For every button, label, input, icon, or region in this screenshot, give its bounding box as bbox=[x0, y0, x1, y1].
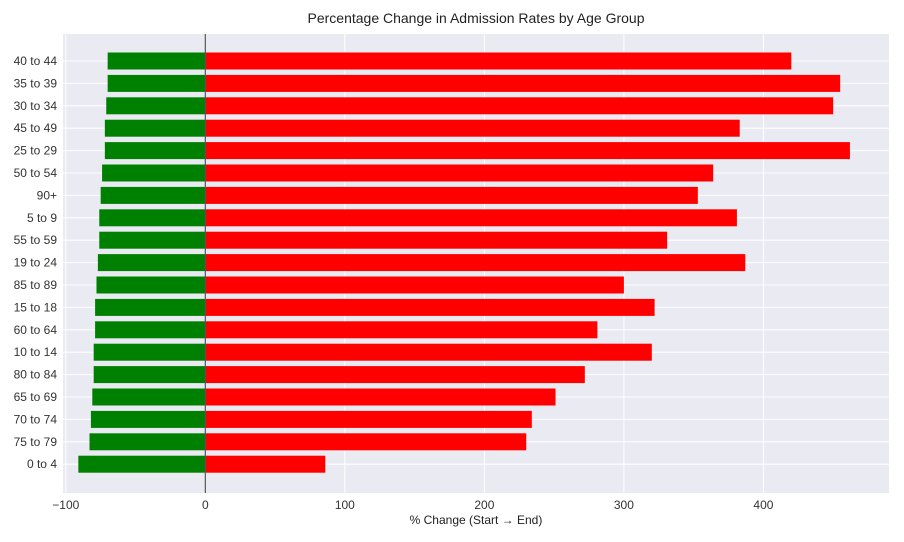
bar-negative bbox=[95, 321, 206, 339]
bar-negative bbox=[100, 186, 206, 204]
bar-negative bbox=[104, 142, 206, 160]
bar-positive bbox=[205, 119, 740, 137]
y-tick-label: 90+ bbox=[37, 188, 57, 202]
bar-negative bbox=[99, 209, 206, 227]
bar-positive bbox=[205, 209, 737, 227]
bar-positive bbox=[205, 74, 841, 92]
x-tick-label: −100 bbox=[52, 498, 79, 512]
x-tick-label: 0 bbox=[202, 498, 209, 512]
bar-positive bbox=[205, 254, 746, 272]
y-tick-label: 50 to 54 bbox=[14, 166, 58, 180]
bar-negative bbox=[106, 97, 206, 115]
bar-positive bbox=[205, 455, 326, 473]
bar-positive bbox=[205, 52, 792, 70]
bar-positive bbox=[205, 276, 624, 294]
bar-positive bbox=[205, 433, 527, 451]
bar-negative bbox=[78, 455, 206, 473]
y-tick-labels: 40 to 44 35 to 39 30 to 34 45 to 49 25 to 29… bbox=[14, 54, 58, 471]
bar-positive bbox=[205, 321, 598, 339]
y-tick-label: 10 to 14 bbox=[14, 345, 58, 359]
bar-negative bbox=[96, 276, 206, 294]
bars bbox=[78, 52, 850, 473]
bar-positive bbox=[205, 298, 655, 316]
chart-title: Percentage Change in Admission Rates by … bbox=[308, 10, 645, 26]
y-tick-label: 15 to 18 bbox=[14, 300, 58, 314]
bar-negative bbox=[99, 231, 206, 249]
y-tick-label: 40 to 44 bbox=[14, 54, 58, 68]
y-tick-label: 0 to 4 bbox=[27, 457, 57, 471]
y-tick-label: 60 to 64 bbox=[14, 323, 58, 337]
bar-negative bbox=[95, 298, 206, 316]
bar-positive bbox=[205, 186, 698, 204]
y-tick-label: 30 to 34 bbox=[14, 99, 58, 113]
y-tick-label: 45 to 49 bbox=[14, 121, 58, 135]
bar-positive bbox=[205, 410, 532, 428]
bar-negative bbox=[93, 366, 206, 384]
bar-negative bbox=[89, 433, 206, 451]
bar-negative bbox=[104, 119, 206, 137]
y-tick-label: 70 to 74 bbox=[14, 412, 58, 426]
bar-negative bbox=[102, 164, 206, 182]
bar-positive bbox=[205, 97, 834, 115]
x-tick-label: 200 bbox=[474, 498, 494, 512]
x-tick-labels: −100 0 100 200 300 400 bbox=[52, 498, 773, 512]
y-tick-label: 75 to 79 bbox=[14, 435, 58, 449]
y-tick-label: 19 to 24 bbox=[14, 256, 58, 270]
y-tick-label: 85 to 89 bbox=[14, 278, 58, 292]
bar-negative bbox=[92, 388, 206, 406]
x-tick-label: 300 bbox=[614, 498, 634, 512]
y-tick-label: 55 to 59 bbox=[14, 233, 58, 247]
bar-positive bbox=[205, 142, 850, 160]
bar-positive bbox=[205, 343, 652, 361]
bar-negative bbox=[97, 254, 206, 272]
bar-positive bbox=[205, 231, 668, 249]
y-tick-label: 65 to 69 bbox=[14, 390, 58, 404]
bar-negative bbox=[107, 74, 206, 92]
x-tick-label: 400 bbox=[753, 498, 773, 512]
x-tick-label: 100 bbox=[335, 498, 355, 512]
bar-positive bbox=[205, 164, 714, 182]
bar-positive bbox=[205, 366, 585, 384]
bar-positive bbox=[205, 388, 556, 406]
bar-negative bbox=[90, 410, 206, 428]
bar-negative bbox=[107, 52, 206, 70]
y-tick-label: 80 to 84 bbox=[14, 368, 58, 382]
x-axis-label: % Change (Start → End) bbox=[410, 513, 543, 527]
y-tick-label: 25 to 29 bbox=[14, 144, 58, 158]
bar-negative bbox=[93, 343, 206, 361]
y-tick-label: 5 to 9 bbox=[27, 211, 57, 225]
y-tick-label: 35 to 39 bbox=[14, 76, 58, 90]
